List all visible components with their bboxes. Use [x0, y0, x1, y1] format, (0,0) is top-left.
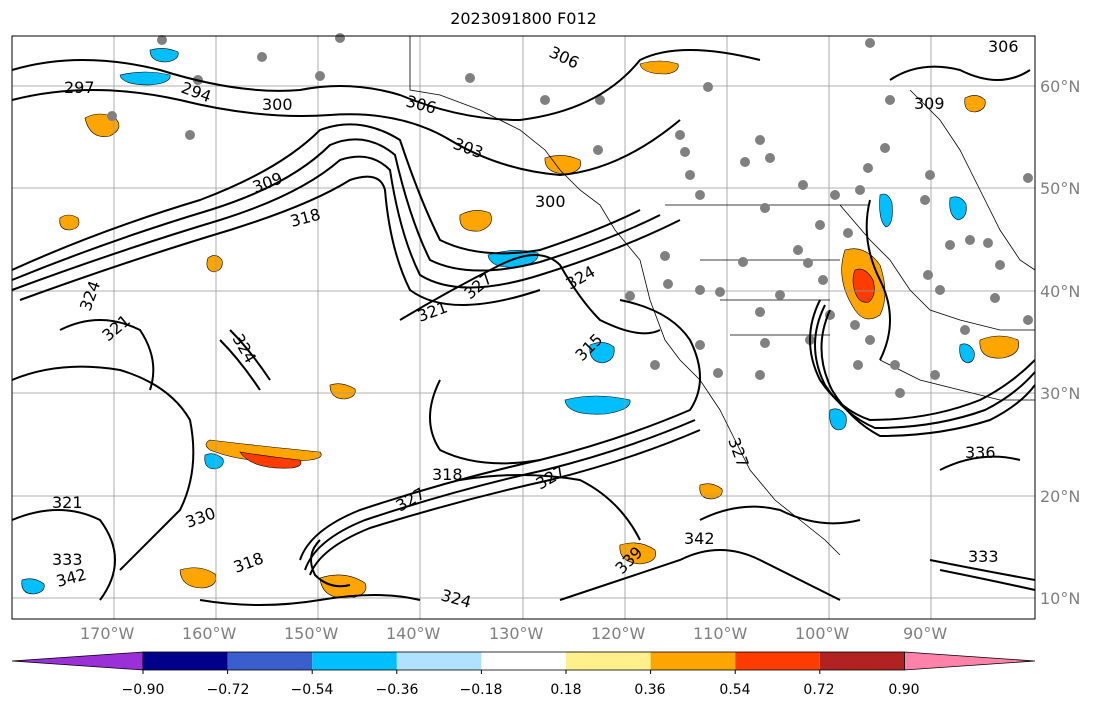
colorbar-bin [904, 651, 1036, 671]
colorbar-tick: −0.90 [121, 682, 165, 698]
colorbar-bin [735, 652, 820, 670]
contour-label: 300 [262, 95, 293, 114]
colorbar-tick: 0.90 [888, 682, 920, 698]
colorbar-tick: 0.72 [803, 682, 835, 698]
lat-label-20n: 20°N [1040, 487, 1081, 506]
colorbar-bin [227, 652, 313, 670]
colorbar-tick: 0.54 [719, 682, 751, 698]
lon-label-120w: 120°W [591, 624, 646, 643]
lat-label-50n: 50°N [1040, 179, 1081, 198]
contour-label: 300 [535, 192, 566, 211]
colorbar-bin [481, 652, 566, 670]
lon-label-130w: 130°W [489, 624, 544, 643]
colorbar-bin [143, 652, 228, 670]
lon-label-110w: 110°W [693, 624, 748, 643]
station-markers [107, 33, 1033, 398]
colorbar-bin [650, 652, 736, 670]
colorbar-tick: −0.54 [290, 682, 334, 698]
colorbar-tick: 0.18 [550, 682, 582, 698]
colorbar-bin [566, 652, 651, 670]
colorbar-tick: −0.72 [206, 682, 250, 698]
colorbar-bin [819, 652, 905, 670]
lon-label-90w: 90°W [903, 624, 948, 643]
lon-label-150w: 150°W [284, 624, 339, 643]
colorbar-bin [396, 652, 482, 670]
lat-label-10n: 10°N [1040, 589, 1081, 608]
colorbar-tick: 0.36 [634, 682, 666, 698]
contour-label: 297 [64, 78, 95, 97]
colorbar-tick: −0.18 [459, 682, 503, 698]
lon-label-160w: 160°W [182, 624, 237, 643]
lat-label-30n: 30°N [1040, 384, 1081, 403]
contour-label: 333 [52, 550, 83, 569]
contour-label: 309 [914, 94, 945, 113]
lat-label-40n: 40°N [1040, 282, 1081, 301]
colorbar [11, 651, 1036, 674]
contour-label: 321 [52, 493, 83, 512]
map-title: 2023091800 F012 [450, 9, 597, 28]
lon-label-140w: 140°W [386, 624, 441, 643]
lon-label-170w: 170°W [80, 624, 135, 643]
colorbar-outline [142, 651, 905, 671]
contour-label: 306 [988, 37, 1019, 56]
contour-label: 336 [965, 443, 996, 462]
shaded-fields [21, 48, 1019, 599]
lon-label-100w: 100°W [795, 624, 850, 643]
colorbar-tick: −0.36 [375, 682, 419, 698]
contour-label: 333 [968, 547, 999, 566]
colorbar-bin [312, 652, 397, 670]
contour-label: 342 [684, 529, 715, 548]
contour-lines [11, 49, 1036, 606]
colorbar-bin [11, 651, 144, 671]
map-panel [11, 33, 1036, 620]
lat-label-60n: 60°N [1040, 77, 1081, 96]
contour-label: 318 [432, 465, 463, 484]
